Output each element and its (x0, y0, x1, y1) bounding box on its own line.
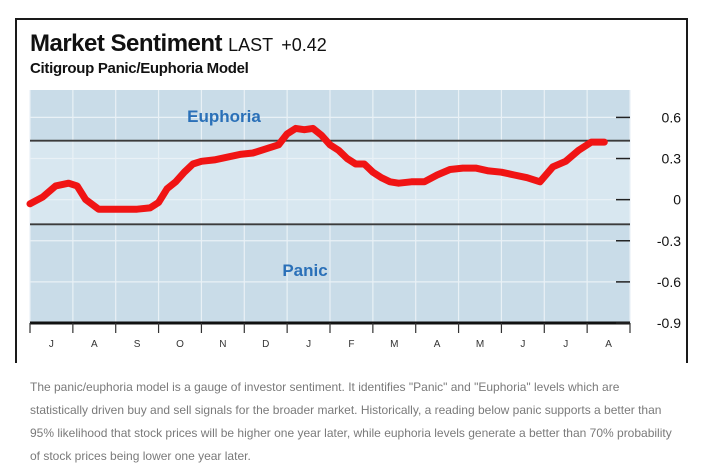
x-tick-label: N (219, 339, 226, 350)
x-tick-label: J (520, 339, 525, 350)
x-tick-label: D (262, 339, 269, 350)
x-tick-label: A (605, 339, 612, 350)
x-tick-label: M (476, 339, 484, 350)
euphoria-label: Euphoria (187, 107, 261, 126)
y-tick-label: -0.3 (657, 233, 681, 249)
x-tick-label: S (134, 339, 141, 350)
x-tick-label: M (390, 339, 398, 350)
chart-subtitle: Citigroup Panic/Euphoria Model (30, 60, 249, 77)
x-tick-label: A (91, 339, 98, 350)
y-tick-label: 0.3 (662, 151, 682, 167)
x-tick-label: J (563, 339, 568, 350)
y-tick-label: -0.9 (657, 315, 681, 331)
last-value: +0.42 (281, 35, 327, 55)
x-tick-label: J (306, 339, 311, 350)
x-tick-label: F (348, 339, 354, 350)
last-label: LAST (228, 35, 274, 55)
x-tick-label: J (49, 339, 54, 350)
chart-caption: The panic/euphoria model is a gauge of i… (30, 380, 672, 463)
x-tick-label: A (434, 339, 441, 350)
chart-frame (15, 18, 688, 363)
y-tick-label: 0 (673, 192, 681, 208)
sentiment-series-line (26, 124, 608, 213)
chart-title: Market Sentiment LAST +0.42 (30, 30, 327, 58)
x-tick-label: O (176, 339, 184, 350)
y-tick-label: -0.6 (657, 274, 681, 290)
title-text: Market Sentiment (30, 30, 223, 57)
y-tick-label: 0.6 (662, 109, 682, 125)
panic-label: Panic (282, 261, 327, 280)
